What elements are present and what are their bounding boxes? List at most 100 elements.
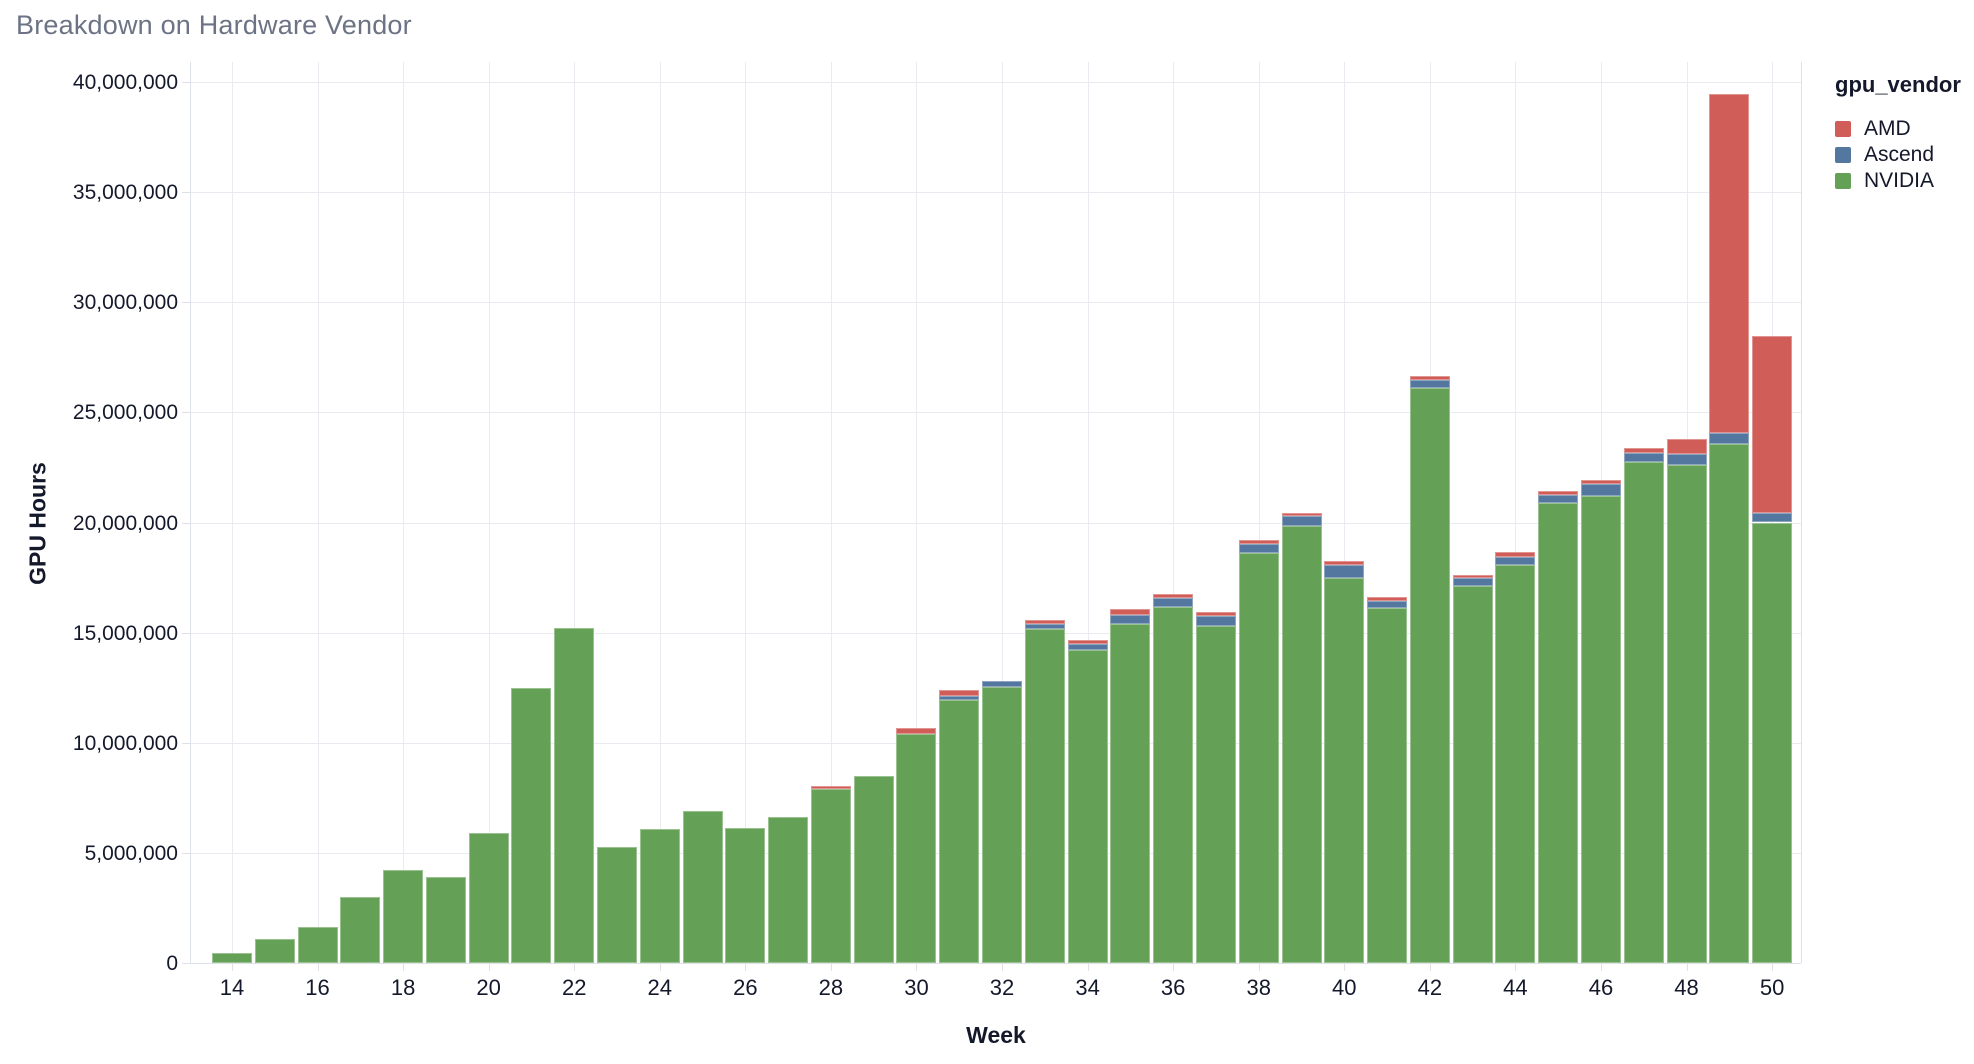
bar-segment-nvidia[interactable] — [1153, 607, 1194, 963]
bar-segment-nvidia[interactable] — [383, 870, 424, 963]
bar-segment-nvidia[interactable] — [1580, 496, 1621, 963]
bar-segment-nvidia[interactable] — [810, 789, 851, 963]
bar-segment-nvidia[interactable] — [939, 699, 980, 963]
bar-segment-amd[interactable] — [1495, 552, 1536, 557]
bar-segment-ascend[interactable] — [1195, 616, 1236, 626]
bar-segment-amd[interactable] — [1709, 94, 1750, 434]
bar-segment-nvidia[interactable] — [1452, 586, 1493, 963]
bar-segment-nvidia[interactable] — [1024, 629, 1065, 963]
bar-segment-nvidia[interactable] — [1495, 565, 1536, 963]
bar-segment-amd[interactable] — [1752, 336, 1793, 513]
bar-segment-ascend[interactable] — [1110, 615, 1151, 624]
bar-segment-amd[interactable] — [1281, 512, 1322, 516]
bar-segment-amd[interactable] — [1623, 447, 1664, 453]
bar-segment-nvidia[interactable] — [1623, 461, 1664, 963]
bar-segment-nvidia[interactable] — [1409, 388, 1450, 963]
bar-segment-nvidia[interactable] — [1238, 553, 1279, 963]
bar-segment-amd[interactable] — [1153, 594, 1194, 599]
legend-item-label: Ascend — [1864, 143, 1935, 166]
bar-segment-nvidia[interactable] — [1195, 626, 1236, 963]
bar-segment-nvidia[interactable] — [682, 811, 723, 963]
y-tick-label: 25,000,000 — [72, 401, 178, 425]
bar-segment-amd[interactable] — [896, 728, 937, 734]
bar-segment-amd[interactable] — [939, 689, 980, 696]
bar-segment-nvidia[interactable] — [1538, 502, 1579, 963]
x-tick-mark — [830, 963, 832, 971]
bar-segment-ascend[interactable] — [1324, 565, 1365, 578]
bar-segment-amd[interactable] — [1580, 479, 1621, 484]
bar-segment-nvidia[interactable] — [425, 877, 466, 963]
bar-segment-nvidia[interactable] — [340, 896, 381, 963]
bar-segment-nvidia[interactable] — [554, 628, 595, 963]
bar-segment-amd[interactable] — [1666, 438, 1707, 455]
bar-segment-ascend[interactable] — [1452, 578, 1493, 587]
bar-segment-nvidia[interactable] — [982, 686, 1023, 963]
bar-segment-amd[interactable] — [1024, 620, 1065, 625]
bar-segment-amd[interactable] — [1110, 609, 1151, 615]
bar-segment-nvidia[interactable] — [725, 827, 766, 963]
bar-segment-ascend[interactable] — [1281, 515, 1322, 526]
x-tick-mark — [1429, 963, 1431, 971]
bar-segment-nvidia[interactable] — [896, 733, 937, 963]
bar-segment-nvidia[interactable] — [254, 938, 295, 963]
x-tick-label: 46 — [1588, 975, 1614, 1000]
legend-items: AMD Ascend NVIDIA — [1835, 116, 1961, 194]
x-tick-label: 40 — [1332, 975, 1357, 1000]
bar-segment-nvidia[interactable] — [639, 828, 680, 963]
bar-segment-nvidia[interactable] — [853, 775, 894, 963]
bar-segment-amd[interactable] — [1324, 560, 1365, 566]
bar-segment-ascend[interactable] — [1538, 494, 1579, 503]
bar-segment-ascend[interactable] — [939, 695, 980, 700]
bar-segment-amd[interactable] — [1067, 640, 1108, 644]
bar-segment-nvidia[interactable] — [768, 816, 809, 963]
bar-segment-ascend[interactable] — [1067, 643, 1108, 651]
bar-segment-ascend[interactable] — [1409, 379, 1450, 389]
bar-segment-amd[interactable] — [1367, 596, 1408, 601]
bar-segment-amd[interactable] — [1195, 611, 1236, 617]
bar-segment-nvidia[interactable] — [1367, 608, 1408, 963]
bar-segment-ascend[interactable] — [1495, 556, 1536, 566]
bar-segment-ascend[interactable] — [1238, 544, 1279, 554]
bar-segment-ascend[interactable] — [1024, 624, 1065, 630]
bar-segment-amd[interactable] — [1452, 575, 1493, 579]
x-tick-mark — [1686, 963, 1688, 971]
x-tick-label: 22 — [561, 975, 587, 1000]
y-tick-mark — [182, 632, 190, 634]
bar-segment-ascend[interactable] — [1709, 433, 1750, 445]
y-tick-mark — [182, 852, 190, 854]
bar-segment-amd[interactable] — [1409, 376, 1450, 380]
bar-segment-nvidia[interactable] — [1067, 650, 1108, 963]
bar-segment-ascend[interactable] — [1580, 483, 1621, 497]
x-tick-mark — [745, 963, 747, 971]
bar-segment-nvidia[interactable] — [1666, 465, 1707, 963]
bar-segment-nvidia[interactable] — [511, 687, 552, 963]
bar-segment-ascend[interactable] — [1367, 600, 1408, 609]
bar-segment-nvidia[interactable] — [297, 926, 338, 963]
x-tick-mark — [1173, 963, 1175, 971]
bar-segment-amd[interactable] — [1238, 540, 1279, 545]
x-gridline — [1087, 62, 1089, 963]
bar-segment-nvidia[interactable] — [468, 833, 509, 963]
bar-segment-nvidia[interactable] — [1110, 623, 1151, 963]
x-tick-label: 50 — [1759, 975, 1785, 1000]
x-tick-mark — [1087, 963, 1089, 971]
legend-item-ascend[interactable]: Ascend — [1835, 142, 1961, 168]
bar-segment-ascend[interactable] — [982, 681, 1023, 687]
bar-segment-ascend[interactable] — [1752, 512, 1793, 523]
y-tick-mark — [182, 82, 190, 83]
bar-segment-nvidia[interactable] — [212, 953, 252, 963]
bar-segment-nvidia[interactable] — [1752, 522, 1793, 963]
x-tick-label: 36 — [1160, 975, 1186, 1000]
bar-segment-amd[interactable] — [810, 785, 851, 789]
legend-item-nvidia[interactable]: NVIDIA — [1835, 168, 1961, 194]
bar-segment-ascend[interactable] — [1153, 598, 1194, 608]
legend-item-amd[interactable]: AMD — [1835, 116, 1961, 142]
bar-segment-ascend[interactable] — [1623, 452, 1664, 462]
bar-segment-nvidia[interactable] — [1281, 525, 1322, 963]
bar-segment-nvidia[interactable] — [597, 847, 638, 963]
bar-segment-amd[interactable] — [1538, 491, 1579, 495]
bar-segment-nvidia[interactable] — [1709, 444, 1750, 963]
bar-segment-ascend[interactable] — [1666, 454, 1707, 466]
bar-segment-nvidia[interactable] — [1324, 577, 1365, 963]
